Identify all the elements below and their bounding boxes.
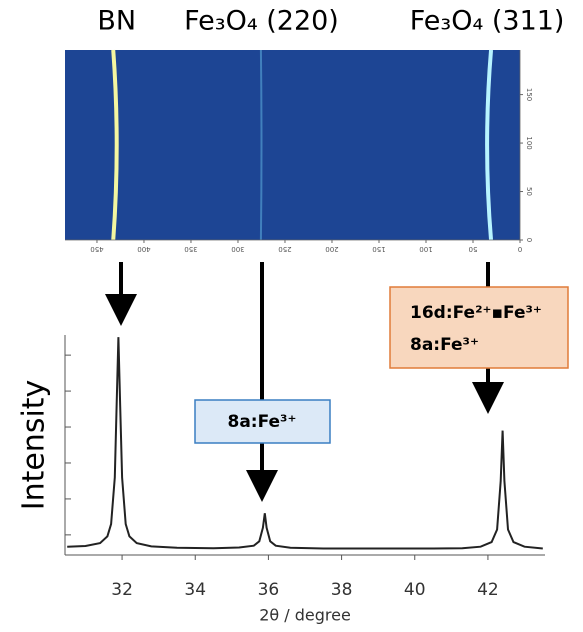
x-tick-label: 42 (477, 580, 499, 600)
detector-x-tick-label: 250 (278, 245, 291, 253)
detector-x-tick-label: 450 (90, 245, 103, 253)
detector-x-tick-label: 0 (518, 245, 522, 253)
detector-y-tick-label: 100 (525, 136, 533, 149)
detector-background (65, 50, 520, 240)
annotation: 16d:Fe²⁺▪Fe³⁺ (410, 303, 542, 323)
xrd-plot: 32 34 36 38 40 42 (64, 335, 545, 600)
xrd-curve (67, 337, 543, 550)
diffraction-ring (111, 49, 119, 241)
x-tick-label: 40 (404, 580, 426, 600)
detector-x-tick-label: 50 (469, 245, 478, 253)
detector-x-tick-label: 400 (137, 245, 150, 253)
diffraction-ring (485, 49, 494, 241)
detector-y-tick-label: 50 (525, 187, 533, 196)
x-tick-label: 38 (331, 580, 353, 600)
x-tick-label: 36 (258, 580, 280, 600)
x-tick-label: 34 (184, 580, 206, 600)
detector-x-tick-label: 200 (325, 245, 338, 253)
annotation-box (194, 399, 331, 444)
annotation: 8a:Fe³⁺ (228, 412, 297, 432)
ring-label: Fe₃O₄ (311) (410, 6, 565, 37)
ring-label: Fe₃O₄ (220) (184, 6, 339, 37)
detector-x-tick-label: 300 (231, 245, 244, 253)
detector-x-tick-label: 150 (372, 245, 385, 253)
detector-y-tick-label: 0 (525, 238, 533, 242)
annotation: 8a:Fe³⁺ (410, 335, 479, 355)
detector-y-tick-label: 150 (525, 88, 533, 101)
detector: BN Fe₃O₄ (220) Fe₃O₄ (311) 450 400 350 300 250 2… (65, 6, 565, 253)
detector-x-tick-label: 100 (419, 245, 432, 253)
y-axis-label: Intensity (17, 380, 52, 511)
x-tick-label: 32 (111, 580, 133, 600)
ring-label: BN (97, 6, 136, 37)
detector-x-tick-label: 350 (184, 245, 197, 253)
x-axis-label: 2θ / degree (259, 606, 351, 625)
annotation-box (389, 286, 569, 369)
diffraction-ring (259, 49, 263, 241)
